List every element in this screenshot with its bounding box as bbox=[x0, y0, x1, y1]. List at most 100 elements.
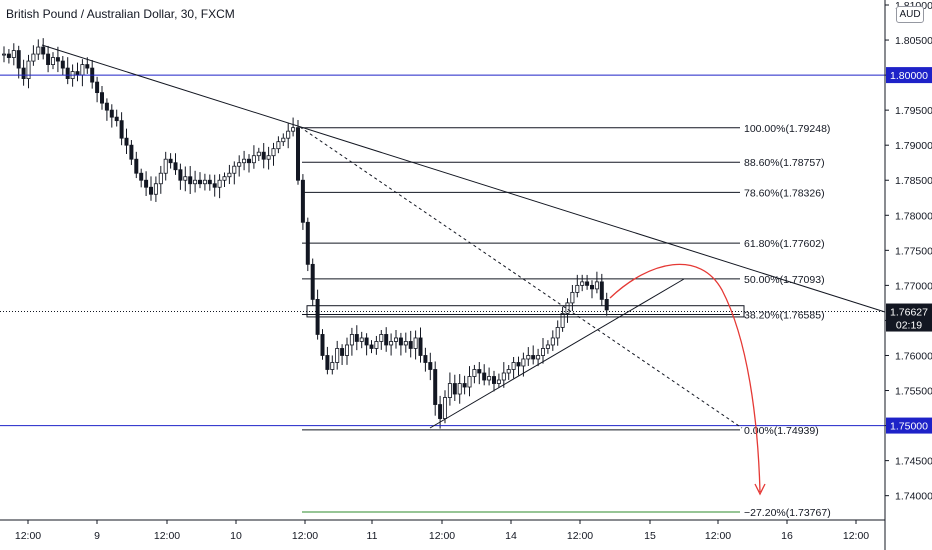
time-axis[interactable]: 12:00 9 12:00 10 12:00 11 12:00 14 12:00 15 12:00 1… bbox=[0, 519, 885, 542]
candle-body bbox=[36, 46, 41, 55]
candle-body bbox=[310, 263, 315, 300]
candle-body bbox=[144, 179, 149, 188]
chart-title: British Pound / Australian Dollar, 30, F… bbox=[6, 7, 235, 21]
candle-body bbox=[173, 162, 178, 171]
candle-body bbox=[438, 404, 443, 419]
candle-body bbox=[511, 362, 516, 370]
candle-body bbox=[501, 372, 506, 381]
candle-body bbox=[119, 120, 124, 139]
candle-body bbox=[580, 281, 585, 286]
candle-body bbox=[163, 158, 168, 174]
candle-body bbox=[516, 362, 521, 367]
candle-body bbox=[134, 158, 139, 174]
candle-body bbox=[197, 179, 202, 185]
candle-body bbox=[447, 383, 452, 398]
candle-body bbox=[413, 337, 418, 349]
candle-body bbox=[320, 334, 325, 356]
candle-body bbox=[398, 337, 403, 346]
time-tick-label: 10 bbox=[230, 530, 242, 542]
candle-body bbox=[575, 284, 580, 293]
candle-body bbox=[590, 284, 595, 290]
candle-body bbox=[60, 60, 65, 69]
candle-body bbox=[183, 176, 188, 181]
candle-body bbox=[599, 281, 604, 300]
candle-body bbox=[555, 327, 560, 339]
candle-body bbox=[295, 127, 300, 181]
descending-trendline bbox=[41, 44, 886, 313]
projection-arrow bbox=[609, 263, 761, 493]
candle-body bbox=[26, 60, 31, 80]
candle-body bbox=[526, 355, 531, 360]
fib-level-label: 0.00%(1.74939) bbox=[744, 425, 819, 437]
price-tick-label: 1.74000 bbox=[895, 491, 932, 503]
price-tick-label: 1.78000 bbox=[895, 210, 932, 222]
time-tick-label: 12:00 bbox=[292, 530, 318, 542]
candle-body bbox=[340, 348, 345, 356]
drawings: 100.00%(1.79248) 88.60%(1.78757) 78.60%(1.… bbox=[0, 44, 886, 519]
level-price-box bbox=[886, 67, 932, 84]
price-tick-label: 1.74500 bbox=[895, 456, 932, 468]
candle-body bbox=[359, 337, 364, 342]
candle-body bbox=[21, 67, 26, 80]
candle-body bbox=[217, 179, 222, 188]
price-axis[interactable]: 1.740001.745001.750001.755001.760001.765… bbox=[884, 0, 932, 550]
candle-body bbox=[212, 183, 217, 188]
candle-body bbox=[442, 397, 447, 419]
candle-body bbox=[531, 355, 536, 360]
candle-body bbox=[41, 46, 46, 55]
candle-body bbox=[487, 376, 492, 381]
time-tick-label: 11 bbox=[367, 530, 378, 542]
candle-body bbox=[541, 348, 546, 356]
current-price-label: 1.76627 bbox=[890, 307, 928, 319]
candle-body bbox=[506, 369, 511, 374]
fib-level-label: 50.00%(1.77093) bbox=[744, 274, 825, 286]
fib-diagonal-line bbox=[299, 126, 743, 429]
candle-body bbox=[384, 334, 389, 346]
candle-body bbox=[457, 383, 462, 395]
candle-body bbox=[65, 67, 70, 80]
candle-body bbox=[335, 348, 340, 363]
level-price-box bbox=[886, 417, 932, 434]
candle-body bbox=[55, 57, 60, 62]
time-tick-label: 12:00 bbox=[15, 530, 41, 542]
candle-body bbox=[491, 376, 496, 384]
candle-body bbox=[462, 383, 467, 388]
candle-body bbox=[570, 291, 575, 304]
fib-level-label: 88.60%(1.78757) bbox=[744, 157, 825, 169]
time-tick-label: 12:00 bbox=[567, 530, 593, 542]
candle-body bbox=[594, 281, 599, 290]
candle-body bbox=[496, 379, 501, 384]
candle-body bbox=[291, 127, 296, 132]
candle-body bbox=[271, 148, 276, 157]
candle-body bbox=[31, 53, 36, 62]
currency-button[interactable]: AUD bbox=[896, 6, 924, 23]
candle-body bbox=[281, 137, 286, 143]
candle-body bbox=[330, 362, 335, 370]
candle-body bbox=[550, 337, 555, 346]
candle-body bbox=[109, 109, 114, 118]
candle-body bbox=[148, 186, 153, 195]
ascending-trendline bbox=[429, 278, 685, 429]
candle-body bbox=[251, 155, 256, 164]
time-tick-label: 12:00 bbox=[843, 530, 869, 542]
candle-body bbox=[452, 383, 457, 395]
candle-body bbox=[467, 376, 472, 388]
candle-body bbox=[545, 344, 550, 349]
fib-level-label: 38.20%(1.76585) bbox=[744, 309, 825, 321]
fib-level-label: 100.00%(1.79248) bbox=[744, 123, 830, 135]
candle-body bbox=[222, 176, 227, 181]
candle-body bbox=[168, 158, 173, 164]
candle-body bbox=[104, 102, 109, 111]
fib-level-label: −27.20%(1.73767) bbox=[744, 507, 831, 519]
candle-body bbox=[276, 141, 281, 150]
candle-body bbox=[80, 64, 85, 76]
candle-body bbox=[325, 355, 330, 370]
candle-body bbox=[266, 155, 271, 160]
candle-body bbox=[246, 158, 251, 164]
candle-body bbox=[124, 137, 129, 146]
candle-body bbox=[560, 313, 565, 328]
candle-body bbox=[129, 144, 134, 160]
candle-body bbox=[423, 355, 428, 363]
